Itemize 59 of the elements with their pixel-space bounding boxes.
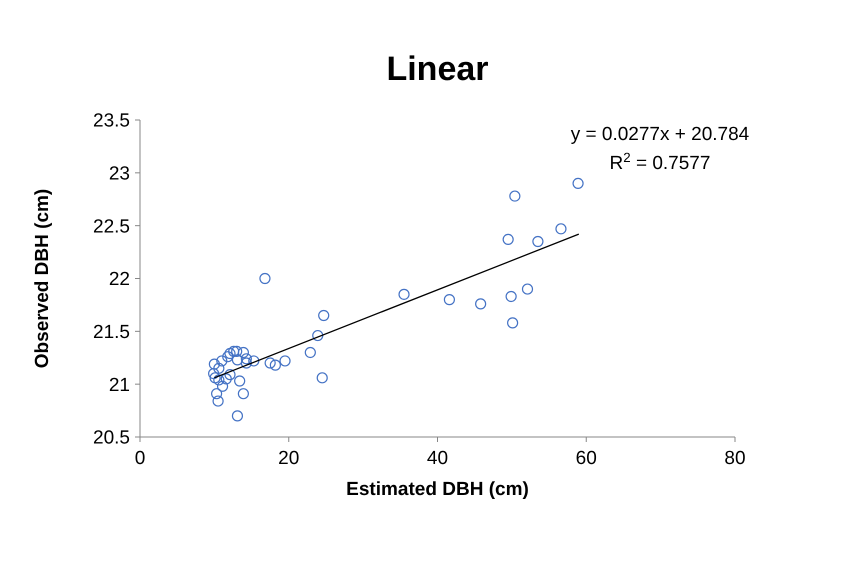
point: [264, 357, 276, 369]
y-tick-label: 21: [108, 374, 130, 396]
x-tick-label: 80: [724, 448, 746, 469]
point: [240, 357, 252, 369]
y-tick-label: 22: [108, 269, 130, 290]
point: [316, 372, 328, 384]
point: [279, 355, 291, 367]
x-tick-label: 60: [576, 448, 597, 469]
x-axis-title: Estimated DBH (cm): [346, 479, 529, 500]
point: [259, 272, 271, 284]
annotation: R$^{2}$ = 0.7577: [610, 150, 710, 174]
point: [555, 223, 567, 234]
point: [232, 354, 244, 366]
point: [232, 410, 244, 422]
point: [444, 294, 455, 306]
y-tick-label: 20.5: [93, 428, 130, 449]
point: [212, 395, 224, 407]
point: [238, 388, 249, 400]
y-tick-label: 22.5: [93, 216, 130, 238]
point: [270, 360, 281, 371]
point: [208, 368, 220, 380]
y-axis-title: Observed DBH (cm): [32, 188, 53, 368]
point: [211, 388, 222, 400]
point: [532, 236, 544, 248]
point: [507, 317, 518, 328]
point: [238, 346, 249, 358]
point: [208, 358, 220, 370]
point: [210, 372, 221, 384]
y-tick-label: 21.5: [93, 322, 130, 343]
y-tick-label: 23: [108, 163, 130, 184]
chart-title: Linear: [386, 50, 489, 88]
point: [228, 346, 240, 358]
point: [224, 348, 236, 360]
point: [234, 375, 246, 387]
point: [248, 355, 260, 367]
point: [231, 346, 242, 358]
point: [522, 283, 534, 295]
point: [572, 178, 584, 189]
x-tick-label: 40: [426, 448, 448, 469]
point: [318, 310, 330, 322]
point: [506, 290, 517, 302]
point: [213, 374, 224, 386]
point: [398, 288, 410, 300]
point: [216, 355, 228, 367]
point: [224, 369, 236, 380]
x-tick-label: 20: [278, 448, 300, 469]
point: [220, 373, 232, 384]
x-tick-label: 0: [134, 448, 146, 469]
point: [304, 346, 316, 358]
point: [213, 362, 224, 374]
annotation: y = 0.0277x + 20.784: [570, 124, 750, 145]
point: [240, 353, 252, 364]
y-tick-label: 23.5: [93, 110, 130, 132]
point: [312, 330, 324, 342]
point: [475, 298, 486, 310]
point: [216, 380, 228, 392]
point: [222, 351, 234, 362]
point: [502, 234, 514, 246]
point: [509, 190, 520, 202]
